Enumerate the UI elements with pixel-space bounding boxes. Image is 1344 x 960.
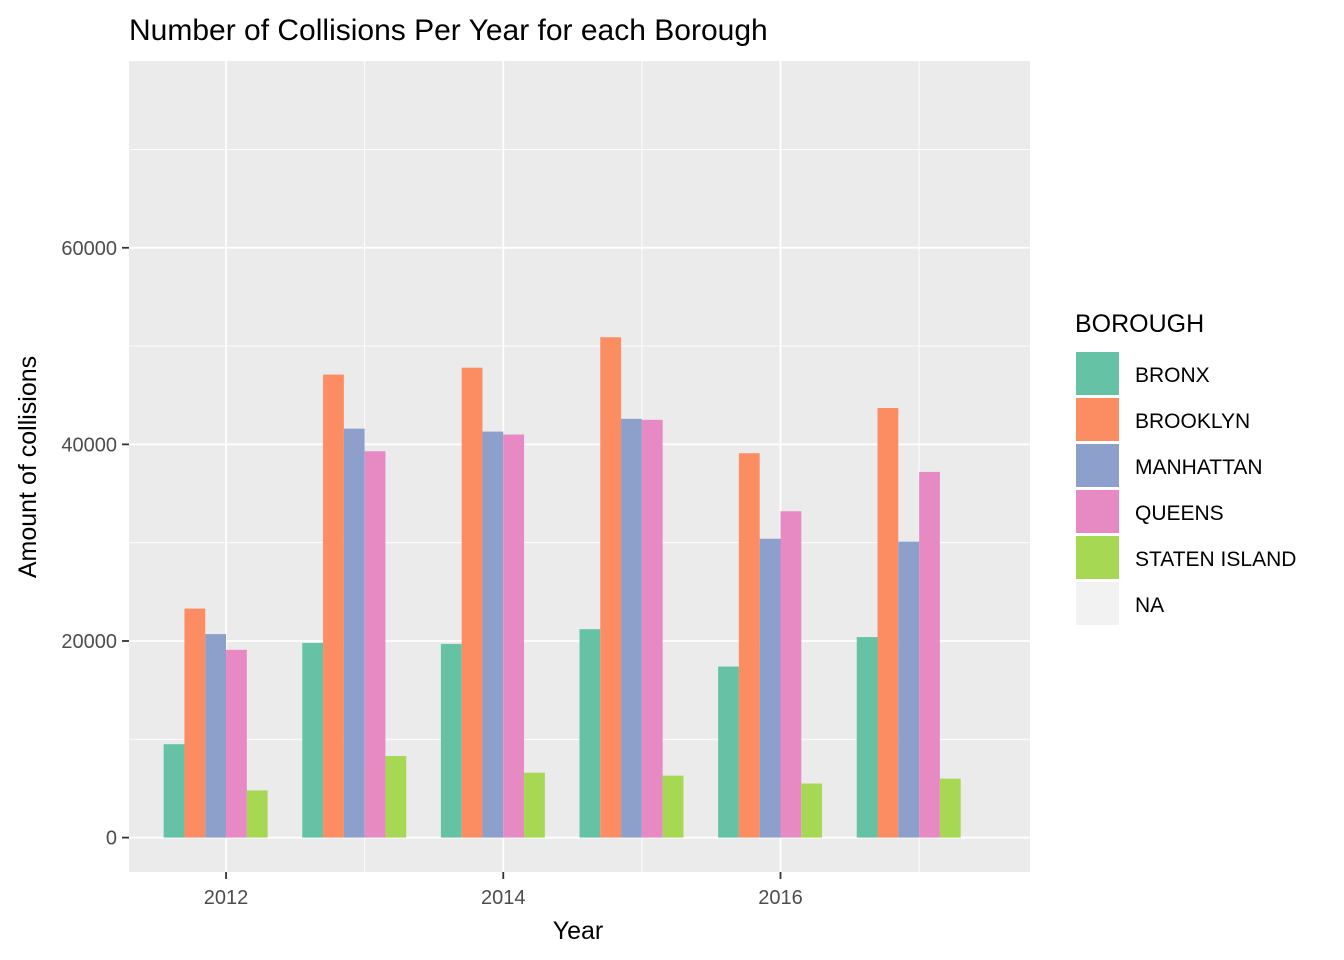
legend-title: BOROUGH [1075, 310, 1204, 338]
bar-queens-2017 [919, 471, 940, 838]
x-tick-label: 2016 [758, 887, 803, 909]
bar-brooklyn-2015 [600, 337, 622, 838]
y-tick-label: 60000 [61, 238, 117, 260]
y-axis-title: Amount of collisions [14, 356, 42, 578]
legend: BOROUGH BRONX BROOKLYN MANHATTAN QUEENS STAT… [1075, 310, 1296, 625]
legend-label-queens: QUEENS [1135, 502, 1224, 525]
legend-swatch-bronx [1076, 352, 1119, 395]
legend-swatch-na [1076, 582, 1119, 625]
legend-swatch-manhattan [1076, 444, 1119, 487]
bar-bronx-2014 [440, 643, 462, 838]
legend-items: BRONX BROOKLYN MANHATTAN QUEENS STATEN ISLAN… [1076, 352, 1296, 625]
x-axis-ticks: 2012 2014 2016 [204, 872, 803, 909]
bar-queens-2016 [780, 511, 802, 838]
legend-label-brooklyn: BROOKLYN [1135, 410, 1250, 433]
x-axis-title: Year [553, 917, 604, 945]
bar-bronx-2013 [302, 642, 324, 838]
bar-staten-island-2013 [385, 756, 407, 838]
bar-staten-island-2015 [662, 775, 684, 838]
bar-staten-island-2012 [246, 790, 268, 838]
bar-queens-2015 [641, 419, 663, 838]
bar-manhattan-2013 [343, 428, 365, 838]
legend-label-bronx: BRONX [1135, 364, 1210, 387]
legend-swatch-queens [1076, 490, 1119, 533]
y-axis-ticks: 0 20000 40000 60000 [61, 238, 129, 850]
bar-bronx-2016 [718, 666, 739, 838]
y-tick-label: 20000 [61, 631, 117, 653]
x-tick-label: 2014 [481, 887, 526, 909]
bar-brooklyn-2017 [877, 408, 899, 838]
bar-manhattan-2017 [898, 541, 920, 838]
bar-manhattan-2012 [205, 634, 227, 838]
legend-swatch-brooklyn [1076, 398, 1119, 441]
y-tick-label: 40000 [61, 434, 117, 456]
bar-manhattan-2015 [621, 418, 642, 838]
legend-label-staten-island: STATEN ISLAND [1135, 548, 1296, 571]
legend-swatch-staten-island [1076, 536, 1119, 579]
y-tick-label: 0 [106, 828, 117, 850]
legend-label-na: NA [1135, 594, 1164, 617]
legend-label-manhattan: MANHATTAN [1135, 456, 1263, 479]
bar-staten-island-2016 [801, 783, 823, 838]
bar-brooklyn-2014 [461, 367, 483, 838]
chart-title: Number of Collisions Per Year for each B… [129, 14, 768, 47]
bar-brooklyn-2013 [323, 374, 344, 838]
bar-brooklyn-2016 [738, 453, 760, 838]
bar-staten-island-2014 [524, 772, 545, 838]
bar-bronx-2015 [579, 629, 601, 838]
bar-manhattan-2014 [482, 431, 504, 838]
bar-brooklyn-2012 [184, 608, 206, 838]
bar-bronx-2012 [163, 744, 185, 838]
bar-queens-2012 [226, 649, 247, 838]
bar-queens-2014 [503, 434, 525, 838]
bar-staten-island-2017 [939, 778, 961, 838]
bar-queens-2013 [364, 451, 386, 838]
bars [163, 337, 961, 838]
x-tick-label: 2012 [204, 887, 249, 909]
bar-manhattan-2016 [759, 538, 781, 838]
bar-bronx-2017 [856, 637, 878, 838]
